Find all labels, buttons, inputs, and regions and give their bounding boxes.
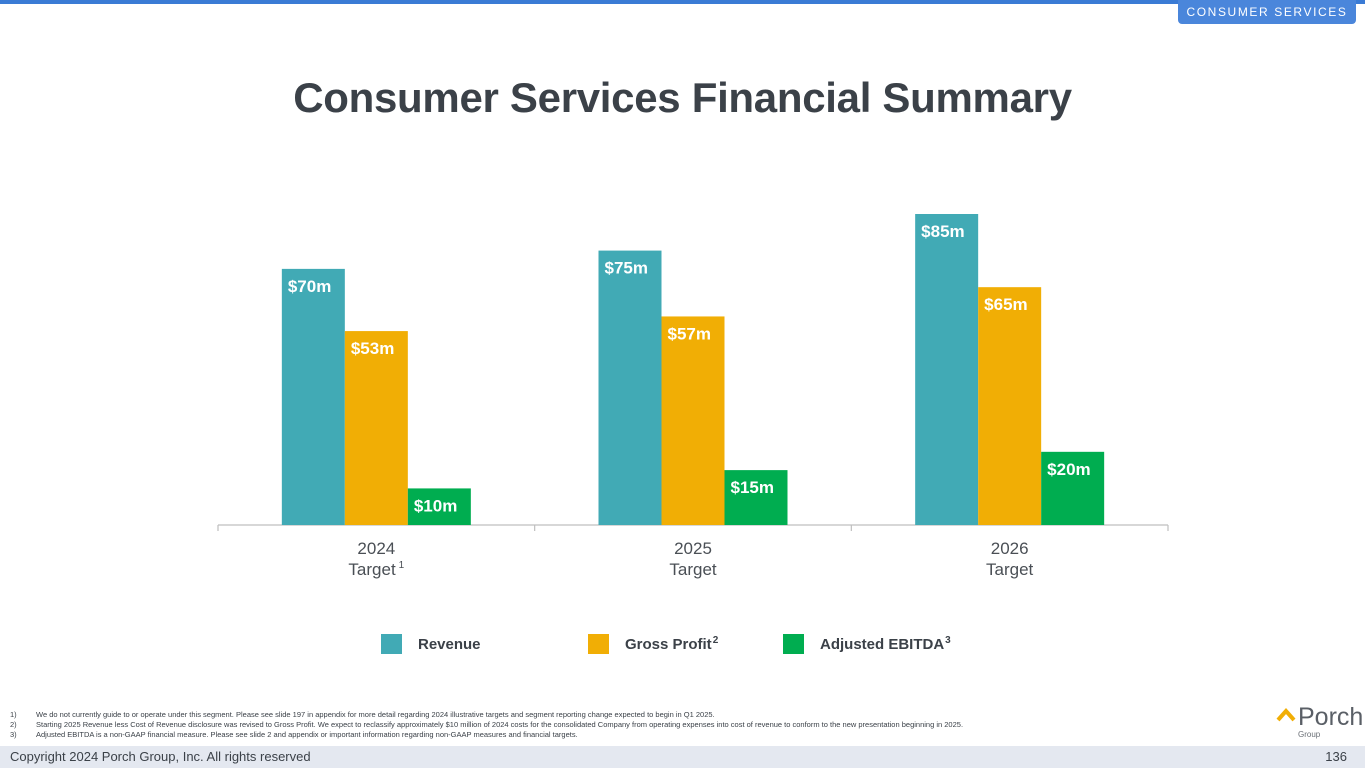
section-tag: CONSUMER SERVICES	[1178, 0, 1356, 24]
bar-value-label: $70m	[288, 277, 331, 296]
category-label-year: 2025	[674, 539, 712, 558]
legend-label: Adjusted EBITDA3	[820, 635, 951, 653]
footnote-number: 3)	[10, 730, 17, 739]
logo-subtext: Group	[1298, 730, 1321, 739]
copyright-text: Copyright 2024 Porch Group, Inc. All rig…	[10, 749, 311, 764]
footnote: 2) Starting 2025 Revenue less Cost of Re…	[10, 720, 1250, 730]
footnotes: 1) We do not currently guide to or opera…	[10, 710, 1250, 740]
legend-swatch	[588, 634, 609, 654]
footnote-marker: 2	[713, 635, 719, 646]
bar-value-label: $65m	[984, 295, 1027, 314]
top-accent-bar	[0, 0, 1365, 4]
bar	[281, 268, 345, 525]
bar	[724, 470, 788, 525]
footnote-text: Starting 2025 Revenue less Cost of Reven…	[36, 720, 964, 729]
category-label-target: Target 1	[348, 560, 404, 579]
bar-value-label: $53m	[351, 339, 394, 358]
bar	[407, 488, 471, 525]
category-label-year: 2026	[991, 539, 1029, 558]
page-number: 136	[1325, 749, 1347, 764]
footnote-marker: 3	[945, 635, 951, 646]
legend-swatch	[381, 634, 402, 654]
legend-label: Revenue	[418, 636, 481, 653]
page-title: Consumer Services Financial Summary	[293, 74, 1072, 121]
category-label-target: Target	[986, 560, 1034, 579]
footnote: 1) We do not currently guide to or opera…	[10, 710, 1250, 720]
bar-value-label: $10m	[414, 496, 457, 515]
bar-value-label: $57m	[668, 324, 711, 343]
bar	[915, 214, 979, 525]
porch-group-logo: Porch Group	[1276, 703, 1364, 743]
footnote-number: 1)	[10, 710, 17, 719]
category-label-target: Target	[669, 560, 717, 579]
roof-logo-icon	[1276, 707, 1296, 722]
logo-wordmark: Porch	[1298, 703, 1364, 731]
bar	[978, 287, 1042, 525]
bar-value-label: $75m	[605, 259, 648, 278]
footnote-text: We do not currently guide to or operate …	[36, 710, 715, 719]
footnote: 3) Adjusted EBITDA is a non-GAAP financi…	[10, 730, 1250, 740]
footnote-marker: 1	[399, 560, 405, 571]
category-label-year: 2024	[357, 539, 395, 558]
bar-value-label: $85m	[921, 222, 964, 241]
footer-bar: Copyright 2024 Porch Group, Inc. All rig…	[0, 746, 1365, 768]
bar	[661, 316, 725, 525]
legend-label: Gross Profit2	[625, 635, 719, 653]
footnote-text: Adjusted EBITDA is a non-GAAP financial …	[36, 730, 578, 739]
bar	[598, 250, 662, 525]
bar	[1041, 451, 1105, 525]
footnote-number: 2)	[10, 720, 17, 729]
bar-value-label: $15m	[731, 478, 774, 497]
bar-value-label: $20m	[1047, 460, 1090, 479]
legend-swatch	[783, 634, 804, 654]
bar	[344, 331, 408, 525]
